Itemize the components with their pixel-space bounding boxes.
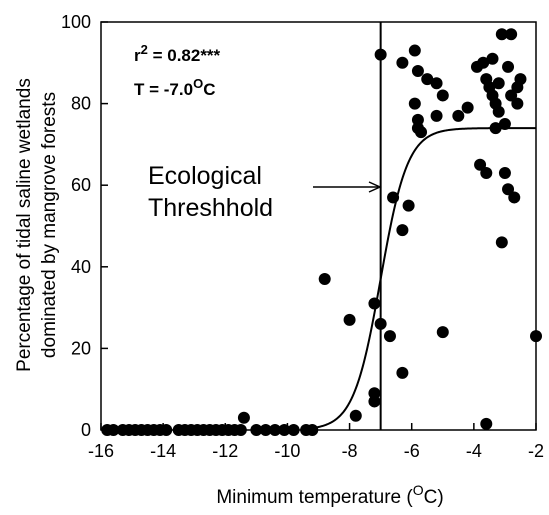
data-point xyxy=(502,60,515,73)
data-point xyxy=(495,28,508,41)
x-tick-label: -12 xyxy=(212,441,238,461)
data-point xyxy=(237,411,250,424)
data-point xyxy=(492,77,505,90)
data-point xyxy=(421,73,434,86)
data-point xyxy=(396,56,409,69)
data-point xyxy=(436,326,449,339)
data-point xyxy=(402,199,415,212)
data-point xyxy=(430,109,443,122)
data-point xyxy=(343,313,356,326)
y-tick-label: 100 xyxy=(61,12,91,32)
data-point xyxy=(287,424,300,436)
threshold-prefix: T = -7.0 xyxy=(134,80,193,99)
x-axis-title-suffix: C) xyxy=(424,487,444,508)
data-point xyxy=(383,330,396,343)
r-squared-label: r2 = 0.82*** xyxy=(134,42,221,65)
data-point xyxy=(436,89,449,102)
r-squared-prefix: r xyxy=(134,46,141,65)
data-point xyxy=(387,191,400,204)
data-point xyxy=(368,387,381,400)
data-point xyxy=(408,97,421,110)
x-tick-label: -16 xyxy=(88,441,114,461)
data-point xyxy=(511,97,524,110)
threshold-superscript: O xyxy=(193,76,203,91)
data-point xyxy=(508,191,521,204)
data-point xyxy=(250,424,263,436)
data-point xyxy=(505,28,518,41)
data-point xyxy=(374,317,387,330)
data-point xyxy=(474,158,487,171)
y-tick-label: 0 xyxy=(81,420,91,440)
annotation-line2: Threshhold xyxy=(148,194,273,222)
threshold-suffix: C xyxy=(203,80,215,99)
data-point xyxy=(480,417,493,430)
data-point xyxy=(318,273,331,286)
y-axis-title-line1: Percentage of tidal saline wetlands xyxy=(14,78,35,372)
y-tick-label: 20 xyxy=(71,338,91,358)
x-axis-title-main: Minimum temperature ( xyxy=(216,487,413,508)
data-point xyxy=(530,330,542,343)
data-point xyxy=(396,366,409,379)
data-point xyxy=(411,64,424,77)
data-point xyxy=(480,166,493,179)
data-point xyxy=(498,166,511,179)
data-point xyxy=(486,52,499,65)
x-axis-title-superscript: O xyxy=(413,482,424,498)
data-point xyxy=(502,183,515,196)
x-tick-label: -10 xyxy=(274,441,300,461)
data-point xyxy=(259,424,272,436)
y-axis-title-line2: dominated by mangrove forests xyxy=(39,92,60,358)
x-tick-label: -4 xyxy=(466,441,482,461)
data-point xyxy=(505,89,518,102)
data-point xyxy=(477,56,490,69)
data-point xyxy=(430,77,443,90)
data-point xyxy=(349,409,362,422)
x-axis-title: Minimum temperature (OC) xyxy=(216,482,443,508)
y-tick-label: 80 xyxy=(71,94,91,114)
r-squared-exponent: 2 xyxy=(141,42,148,57)
data-point xyxy=(278,424,291,436)
x-tick-label: -8 xyxy=(342,441,358,461)
data-point xyxy=(234,424,247,436)
data-point xyxy=(160,424,173,436)
x-tick-label: -2 xyxy=(528,441,544,461)
y-tick-label: 60 xyxy=(71,175,91,195)
data-point xyxy=(415,126,428,139)
data-point xyxy=(368,297,381,310)
data-point xyxy=(489,122,502,135)
x-tick-label: -6 xyxy=(404,441,420,461)
x-tick-label: -14 xyxy=(150,441,176,461)
data-point xyxy=(374,48,387,61)
data-point xyxy=(408,44,421,57)
threshold-label: T = -7.0OC xyxy=(134,76,215,99)
data-point xyxy=(492,105,505,118)
annotation-line1: Ecological xyxy=(148,162,262,190)
plot-frame xyxy=(100,21,537,431)
data-point xyxy=(452,109,465,122)
data-point xyxy=(495,236,508,249)
data-point xyxy=(306,424,319,436)
data-point xyxy=(396,224,409,237)
data-point xyxy=(269,424,281,436)
data-point xyxy=(511,81,524,94)
data-point xyxy=(461,101,474,114)
data-point xyxy=(498,118,511,130)
data-point xyxy=(107,424,120,436)
r-squared-value: = 0.82*** xyxy=(148,46,221,65)
y-tick-label: 40 xyxy=(71,257,91,277)
